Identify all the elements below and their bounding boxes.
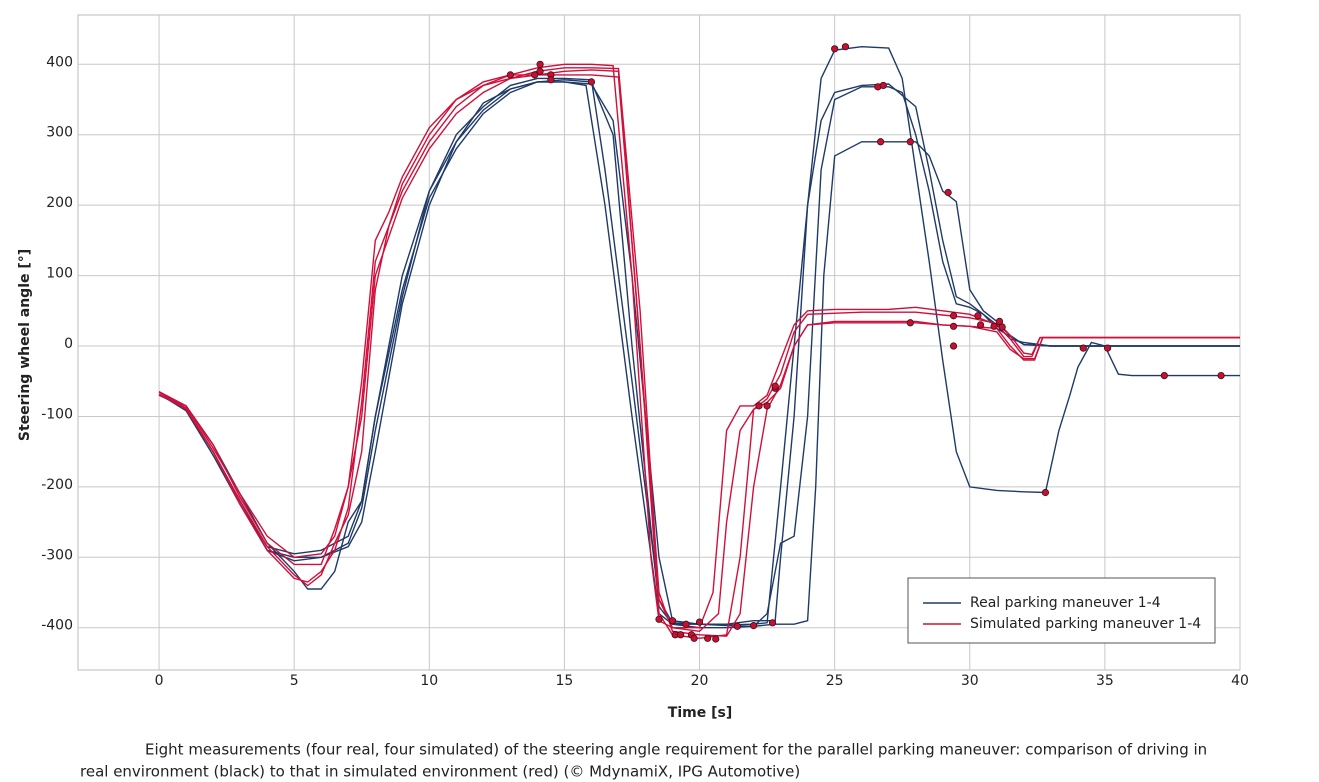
marker [690, 634, 698, 642]
marker [831, 45, 839, 53]
x-tick-label: 20 [691, 673, 709, 689]
marker [733, 622, 741, 630]
x-tick-label: 15 [556, 673, 574, 689]
marker [949, 342, 958, 350]
marker [704, 634, 712, 642]
marker [677, 631, 685, 639]
y-tick-label: -200 [41, 477, 73, 493]
legend-box [907, 577, 1216, 644]
y-tick-label: 0 [64, 336, 73, 352]
marker [990, 322, 998, 330]
marker [1160, 372, 1168, 380]
plot-area [77, 14, 1241, 671]
marker [547, 76, 555, 84]
x-tick-label: 0 [155, 673, 164, 689]
marker [949, 322, 958, 330]
marker [976, 321, 985, 329]
x-tick-label: 30 [961, 673, 979, 689]
caption: real environment (black) to that in simu… [80, 763, 800, 781]
marker [1103, 344, 1112, 352]
marker [906, 138, 914, 146]
y-tick-label: -300 [41, 547, 73, 563]
x-tick-label: 40 [1231, 673, 1249, 689]
legend-label: Simulated parking maneuver 1-4 [970, 616, 1201, 632]
y-tick-label: 300 [46, 125, 73, 141]
marker [531, 71, 539, 79]
marker [998, 323, 1006, 331]
marker [771, 382, 779, 390]
y-tick-label: -100 [41, 406, 73, 422]
y-axis-title: Steering wheel angle [°] [17, 249, 33, 441]
legend-label: Real parking maneuver 1-4 [970, 595, 1161, 611]
marker [1217, 372, 1225, 380]
caption: Eight measurements (four real, four simu… [145, 741, 1207, 759]
marker [906, 319, 914, 327]
marker [668, 617, 677, 625]
marker [536, 60, 544, 68]
marker [755, 402, 763, 410]
marker [1079, 344, 1087, 352]
y-tick-label: 100 [46, 266, 73, 282]
marker [1041, 488, 1050, 497]
data-line [158, 67, 1240, 633]
marker [841, 43, 850, 51]
x-tick-label: 5 [290, 673, 299, 689]
x-axis-title: Time [s] [668, 705, 732, 721]
marker [749, 622, 758, 630]
marker [587, 78, 596, 86]
marker [974, 312, 982, 320]
marker [995, 317, 1004, 325]
marker [682, 620, 690, 628]
marker [879, 81, 887, 90]
y-tick-label: -400 [41, 618, 73, 634]
marker [536, 67, 544, 75]
y-tick-label: 400 [46, 54, 73, 70]
y-tick-label: 200 [46, 195, 73, 211]
marker [655, 615, 663, 623]
marker [876, 138, 885, 146]
x-tick-label: 25 [826, 673, 844, 689]
marker [695, 618, 704, 626]
marker [763, 402, 771, 410]
x-tick-label: 10 [420, 673, 438, 689]
marker [944, 188, 952, 197]
marker [949, 312, 958, 320]
marker [712, 635, 720, 643]
marker [768, 619, 777, 627]
data-line [158, 74, 1240, 637]
marker [506, 71, 514, 79]
x-tick-label: 35 [1096, 673, 1114, 689]
